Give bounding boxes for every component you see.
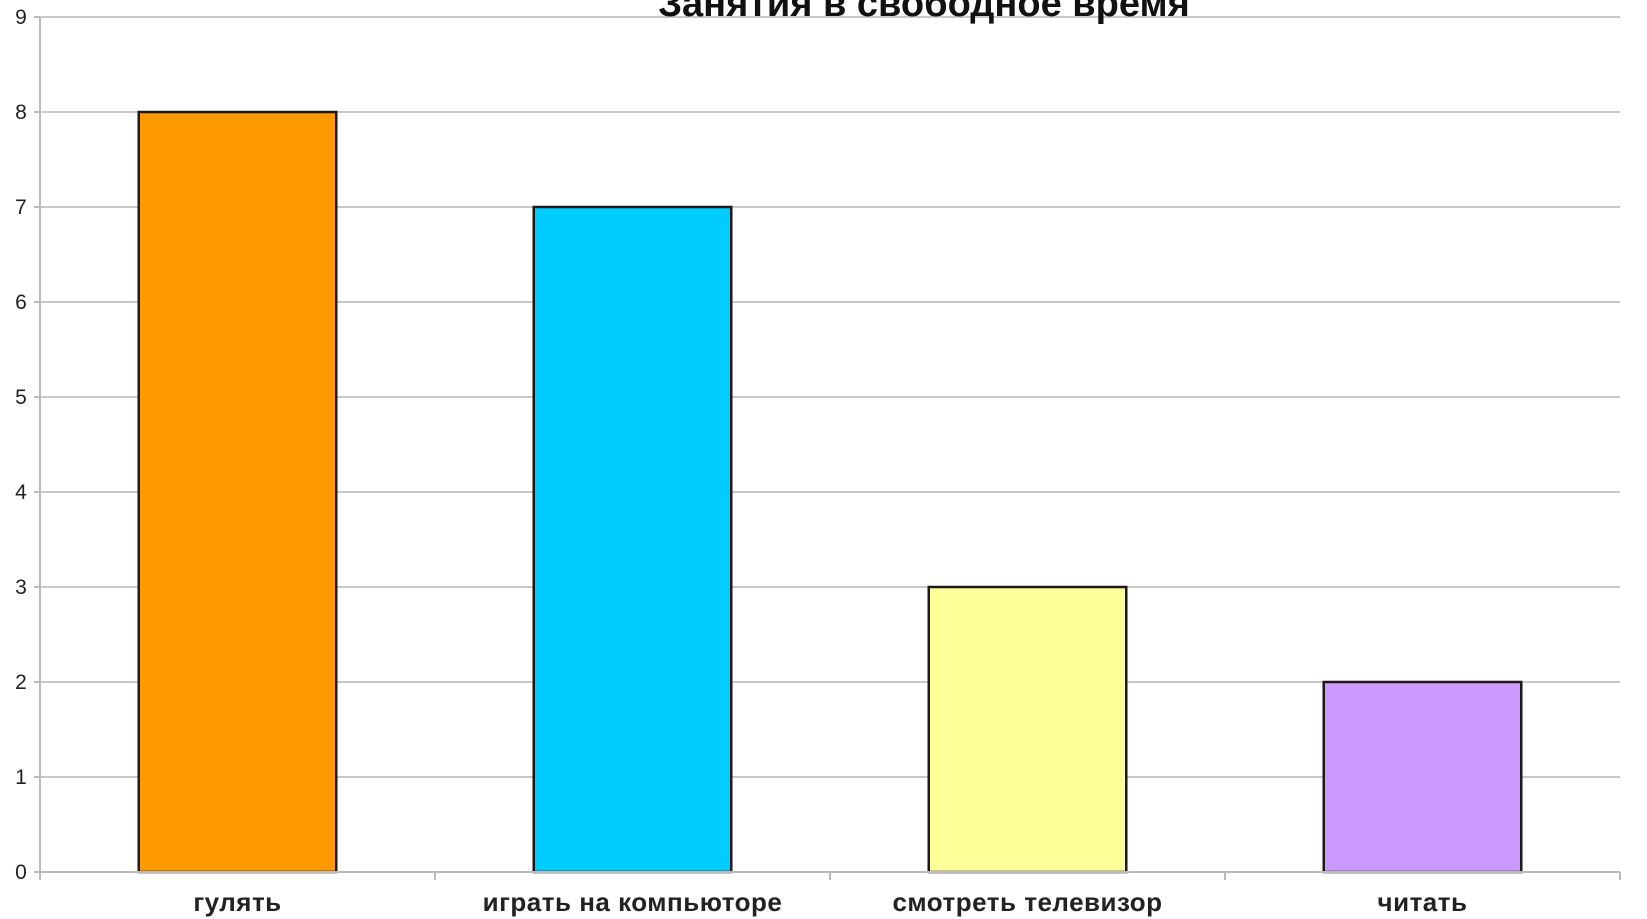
x-category-label: смотреть телевизор [892,887,1162,917]
x-category-label: гулять [193,887,281,917]
bar [532,205,733,874]
y-tick-label: 0 [15,861,27,884]
y-tick-label: 6 [15,291,27,314]
x-category-label: читать [1378,887,1468,917]
x-category-label: играть на компьютоpe [483,887,783,917]
bar [1322,680,1523,874]
x-category-labels: гулять играть на компьютоpe смотреть телев… [193,887,1467,917]
y-tick-label: 5 [15,386,27,409]
y-tick-label: 8 [15,101,27,124]
y-tick-label: 3 [15,576,27,599]
y-tick-label: 4 [15,481,27,504]
bar [137,110,338,874]
axes [34,16,1621,880]
bar [927,585,1128,874]
y-tick-label: 7 [15,196,27,219]
y-tick-label: 2 [15,671,27,694]
chart-title: Занятия в свободное время [658,0,1190,25]
y-tick-label: 1 [15,766,27,789]
bars [137,110,1523,874]
y-tick-labels: 0 1 2 3 4 5 6 7 8 9 [15,6,27,884]
y-tick-label: 9 [15,6,27,29]
